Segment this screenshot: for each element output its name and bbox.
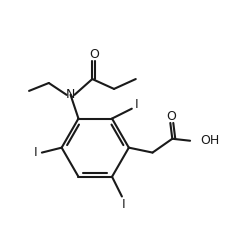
- Text: O: O: [88, 48, 98, 61]
- Text: O: O: [166, 109, 175, 123]
- Text: N: N: [65, 88, 75, 101]
- Text: I: I: [34, 146, 38, 159]
- Text: OH: OH: [199, 134, 218, 147]
- Text: I: I: [134, 98, 138, 111]
- Text: I: I: [122, 198, 125, 211]
